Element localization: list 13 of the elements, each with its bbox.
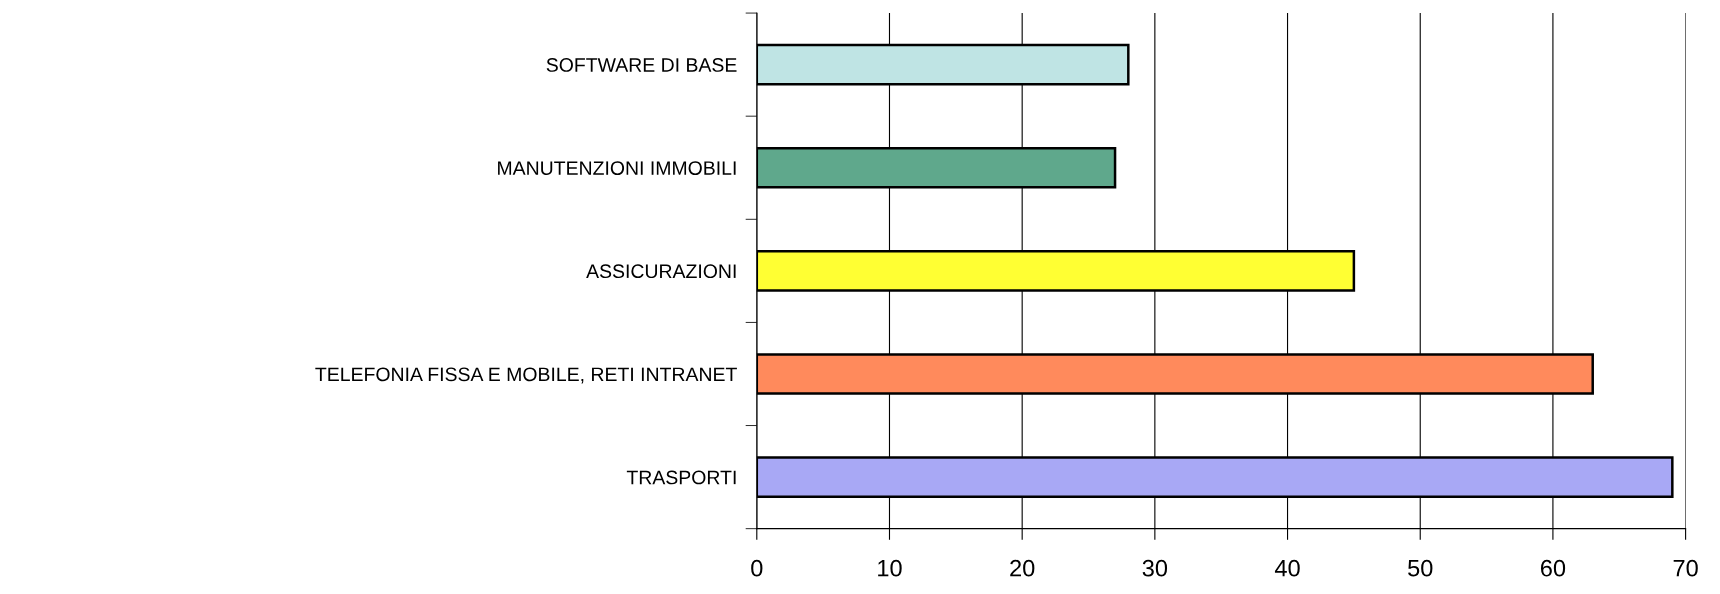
- x-tick-label: 10: [878, 559, 902, 577]
- x-tick-label: 20: [1010, 559, 1035, 577]
- y-tick-label: SOFTWARE DI BASE: [546, 58, 737, 72]
- x-tick-label: 60: [1540, 559, 1566, 577]
- x-tick-label: 50: [1408, 559, 1433, 577]
- y-tick-label: TELEFONIA FISSA E MOBILE, RETI INTRANET: [315, 367, 737, 384]
- x-tick-label: 0: [751, 559, 763, 577]
- x-tick-label: 30: [1142, 559, 1168, 577]
- y-tick-label: TRASPORTI: [626, 470, 736, 485]
- y-tick-label: ASSICURAZIONI: [586, 264, 736, 279]
- x-tick-label: 70: [1673, 559, 1698, 577]
- y-tick-label: MANUTENZIONI IMMOBILI: [498, 161, 736, 175]
- x-tick-label: 40: [1274, 559, 1300, 577]
